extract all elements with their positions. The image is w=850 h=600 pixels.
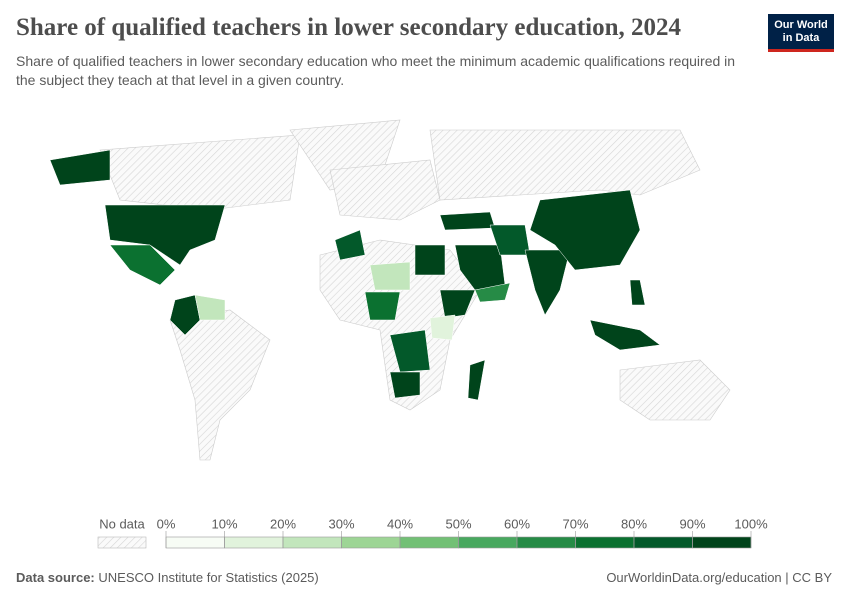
logo-line: in Data: [782, 32, 820, 44]
legend-swatch: [282, 536, 342, 549]
title: Share of qualified teachers in lower sec…: [16, 14, 682, 41]
country[interactable]: [49, 149, 111, 186]
country[interactable]: [369, 261, 411, 291]
country[interactable]: [364, 291, 401, 321]
country[interactable]: [529, 189, 641, 271]
logo[interactable]: Our World in Data: [768, 14, 834, 52]
legend-tick-label: 0%: [157, 516, 176, 531]
legend-tick-label: 80%: [621, 516, 647, 531]
legend: No data 0% 10% 20% 30% 40% 50% 60% 70% 80% 90% 100…: [97, 516, 768, 549]
legend-tick-label: 10%: [211, 516, 237, 531]
country[interactable]: [169, 294, 201, 336]
source: Data source: UNESCO Institute for Statis…: [16, 570, 319, 585]
legend-swatch: [458, 536, 518, 549]
country[interactable]: [629, 279, 646, 306]
legend-swatch: [516, 536, 576, 549]
logo-line: Our World: [774, 19, 828, 31]
country[interactable]: [104, 204, 226, 266]
legend-tick-label: 40%: [387, 516, 413, 531]
country[interactable]: [194, 294, 226, 321]
legend-tick-label: 70%: [562, 516, 588, 531]
legend-tick-label: 50%: [445, 516, 471, 531]
country[interactable]: [589, 319, 661, 351]
legend-tick-label: 60%: [504, 516, 530, 531]
country[interactable]: [389, 329, 431, 373]
no-data-land: [99, 119, 731, 461]
legend-no-data-swatch: [97, 536, 147, 549]
footer-url[interactable]: OurWorldinData.org/education | CC BY: [606, 570, 832, 585]
legend-swatch: [692, 536, 752, 549]
legend-tick-label: 20%: [270, 516, 296, 531]
legend-swatch: [165, 536, 225, 549]
country[interactable]: [474, 282, 511, 303]
legend-tick-label: 30%: [328, 516, 354, 531]
legend-swatch: [341, 536, 401, 549]
country[interactable]: [439, 211, 496, 231]
legend-tick-label: 100%: [734, 516, 768, 531]
legend-swatch: [224, 536, 284, 549]
country[interactable]: [334, 229, 366, 261]
legend-no-data-label: No data: [99, 516, 145, 531]
source-text: UNESCO Institute for Statistics (2025): [98, 570, 319, 585]
legend-swatch: [633, 536, 693, 549]
country[interactable]: [467, 359, 486, 401]
country[interactable]: [414, 244, 446, 276]
country[interactable]: [524, 249, 571, 316]
subtitle: Share of qualified teachers in lower sec…: [16, 53, 736, 88]
country[interactable]: [429, 314, 456, 341]
countries: [49, 149, 661, 401]
country[interactable]: [109, 244, 176, 286]
legend-tick-label: 90%: [679, 516, 705, 531]
source-label: Data source:: [16, 570, 95, 585]
legend-swatch: [575, 536, 635, 549]
country[interactable]: [439, 289, 476, 319]
legend-swatch: [399, 536, 459, 549]
country[interactable]: [389, 371, 421, 399]
